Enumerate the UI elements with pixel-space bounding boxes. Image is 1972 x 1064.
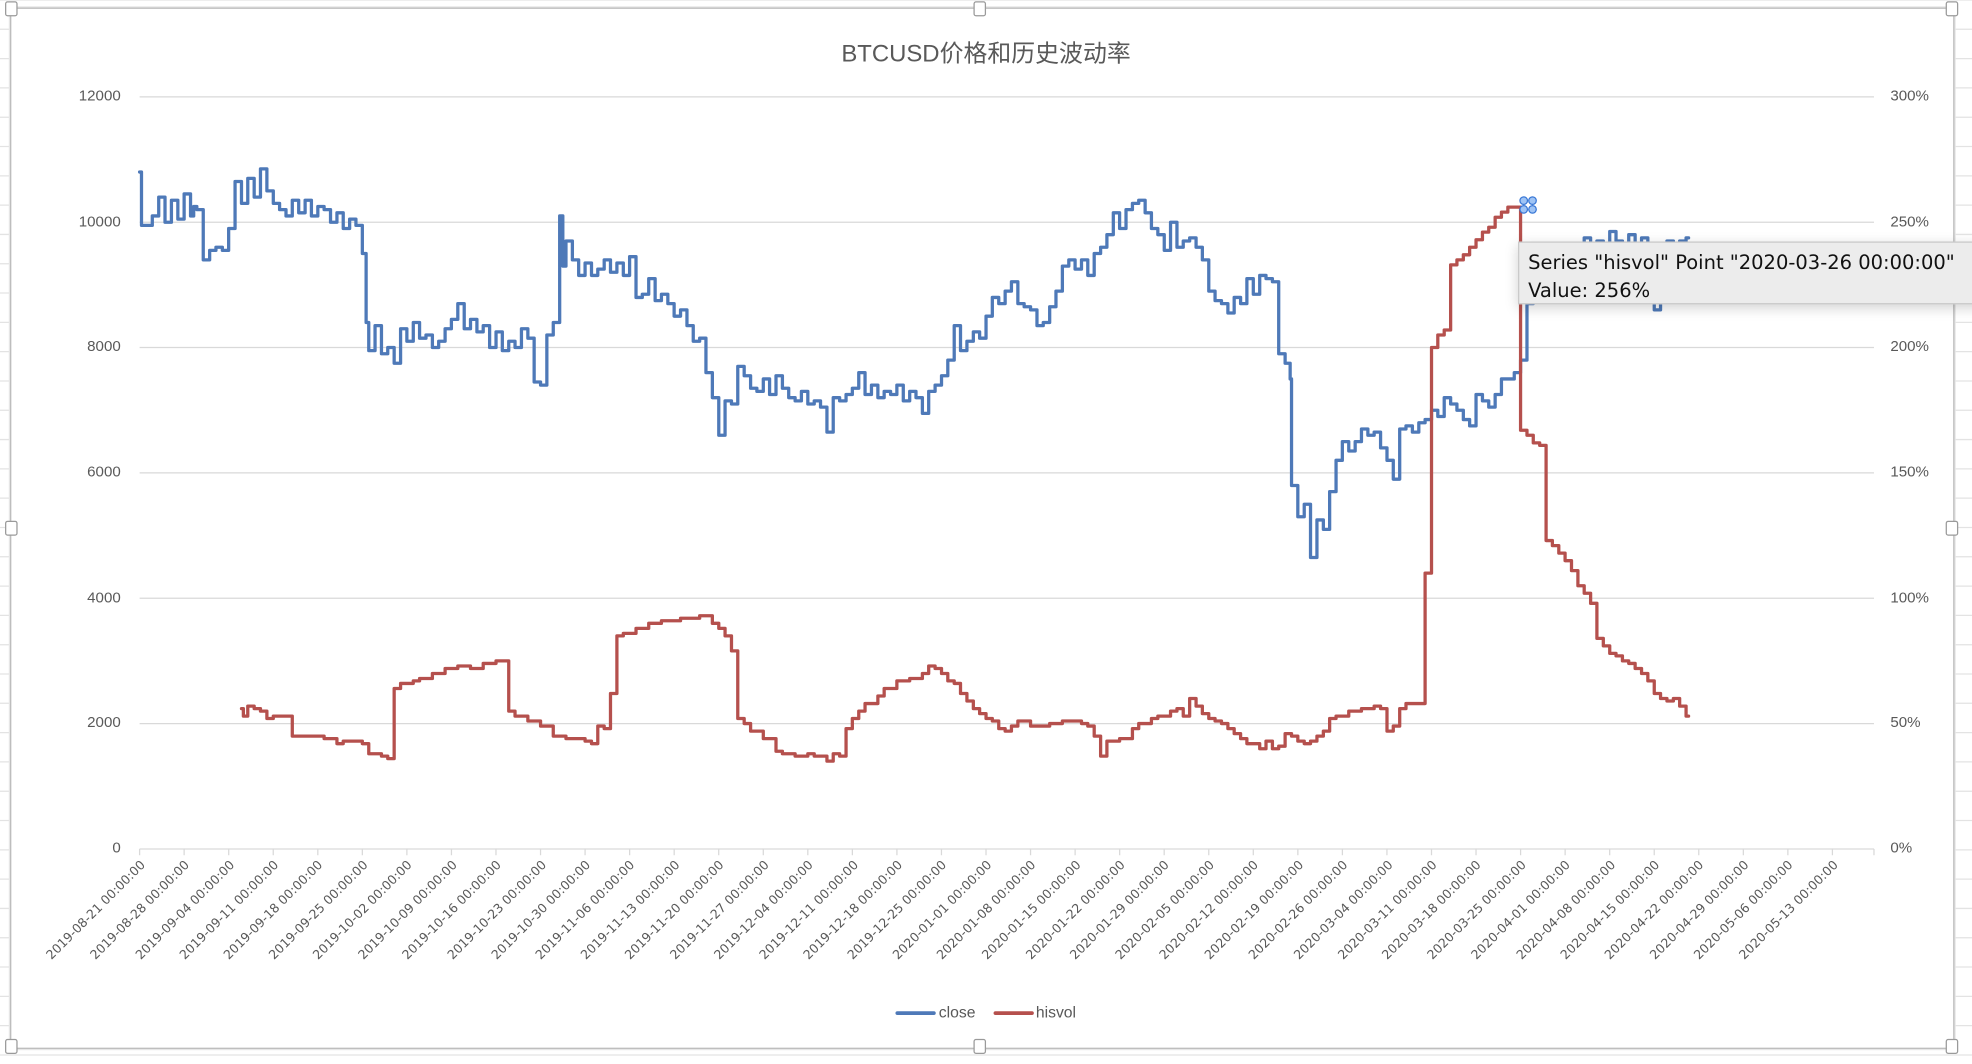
resize-handle-bottom-right[interactable] [1945, 1038, 1959, 1054]
right-axis-tick-label: 300% [1890, 86, 1929, 105]
resize-handle-top-center[interactable] [973, 1, 987, 17]
selected-point-marker[interactable] [1519, 196, 1529, 206]
resize-handle-bottom-left[interactable] [5, 1038, 18, 1054]
left-axis-tick-label: 12000 [78, 86, 121, 105]
data-point-tooltip: Series "hisvol" Point "2020-03-26 00:00:… [1518, 241, 1972, 305]
chart-legend[interactable]: close hisvol [0, 1003, 1972, 1022]
legend-swatch-hisvol [993, 1010, 1034, 1015]
tooltip-series-point: Series "hisvol" Point "2020-03-26 00:00:… [1528, 251, 1955, 275]
left-axis-tick-label: 10000 [78, 212, 121, 230]
right-axis-tick-label: 0% [1890, 838, 1913, 857]
resize-handle-bottom-center[interactable] [973, 1038, 987, 1054]
legend-item-close[interactable]: close [896, 1003, 976, 1022]
resize-handle-middle-right[interactable] [1945, 520, 1959, 536]
left-axis-tick-label: 6000 [87, 462, 121, 481]
selected-point-marker[interactable] [1519, 205, 1529, 214]
right-axis-tick-label: 200% [1890, 337, 1929, 356]
chart-title[interactable]: BTCUSD价格和历史波动率 [841, 41, 1131, 68]
legend-label-close: close [938, 1003, 976, 1022]
series-line-close[interactable] [137, 167, 1691, 560]
selected-point-marker[interactable] [1528, 205, 1537, 214]
right-axis-tick-label: 50% [1890, 713, 1921, 732]
right-axis-tick-label: 150% [1890, 462, 1929, 481]
tooltip-value: Value: 256% [1528, 279, 1651, 302]
left-axis-tick-label: 8000 [87, 337, 121, 356]
legend-item-hisvol[interactable]: hisvol [993, 1003, 1077, 1022]
series-line-hisvol[interactable] [239, 205, 1691, 763]
legend-label-hisvol: hisvol [1035, 1003, 1077, 1022]
legend-swatch-close [896, 1010, 937, 1015]
right-axis-tick-label: 250% [1890, 212, 1929, 230]
resize-handle-top-right[interactable] [1945, 1, 1959, 17]
selected-point-marker[interactable] [1528, 196, 1537, 206]
chart-area[interactable] [10, 7, 1955, 1049]
resize-handle-middle-left[interactable] [5, 520, 18, 536]
right-axis-tick-label: 100% [1890, 588, 1929, 606]
left-axis-tick-label: 2000 [87, 713, 121, 732]
resize-handle-top-left[interactable] [5, 1, 18, 17]
left-axis-tick-label: 4000 [87, 588, 121, 606]
left-axis-tick-label: 0 [112, 838, 121, 857]
